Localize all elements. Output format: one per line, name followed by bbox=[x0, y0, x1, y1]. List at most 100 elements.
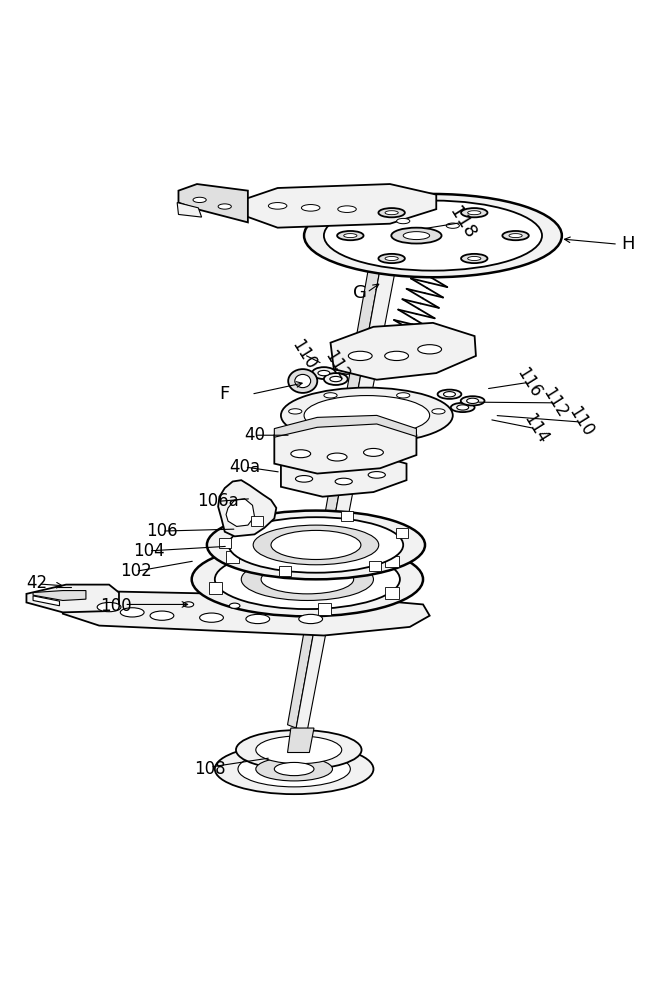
Ellipse shape bbox=[271, 530, 361, 559]
Text: 100: 100 bbox=[100, 597, 132, 615]
Ellipse shape bbox=[261, 565, 354, 594]
Ellipse shape bbox=[295, 476, 313, 482]
Ellipse shape bbox=[468, 211, 481, 215]
Ellipse shape bbox=[418, 345, 442, 354]
Ellipse shape bbox=[318, 370, 330, 376]
Polygon shape bbox=[218, 480, 276, 536]
Ellipse shape bbox=[120, 608, 144, 617]
Ellipse shape bbox=[97, 602, 121, 612]
Ellipse shape bbox=[200, 613, 223, 622]
Ellipse shape bbox=[397, 393, 410, 398]
Text: 118: 118 bbox=[446, 203, 479, 242]
Ellipse shape bbox=[238, 751, 350, 787]
Ellipse shape bbox=[229, 603, 240, 608]
Polygon shape bbox=[251, 516, 263, 526]
Ellipse shape bbox=[330, 376, 342, 382]
Ellipse shape bbox=[281, 388, 453, 443]
Text: 102: 102 bbox=[120, 562, 151, 580]
Polygon shape bbox=[369, 561, 381, 571]
Polygon shape bbox=[33, 596, 59, 606]
Polygon shape bbox=[385, 587, 399, 599]
Ellipse shape bbox=[509, 234, 522, 238]
Ellipse shape bbox=[432, 409, 445, 414]
Polygon shape bbox=[288, 728, 314, 753]
Ellipse shape bbox=[253, 525, 379, 565]
Text: 106: 106 bbox=[146, 522, 178, 540]
Ellipse shape bbox=[468, 257, 481, 260]
Ellipse shape bbox=[229, 517, 403, 573]
Ellipse shape bbox=[385, 257, 399, 260]
Ellipse shape bbox=[215, 744, 373, 794]
Polygon shape bbox=[396, 528, 408, 538]
Ellipse shape bbox=[446, 223, 459, 228]
Ellipse shape bbox=[461, 396, 485, 405]
Ellipse shape bbox=[391, 228, 442, 244]
Ellipse shape bbox=[502, 231, 529, 240]
Text: 110: 110 bbox=[564, 404, 596, 440]
Polygon shape bbox=[26, 585, 119, 612]
Ellipse shape bbox=[324, 393, 337, 398]
Text: 40a: 40a bbox=[229, 458, 260, 476]
Ellipse shape bbox=[218, 204, 231, 209]
Ellipse shape bbox=[397, 218, 410, 224]
Ellipse shape bbox=[312, 367, 336, 379]
Ellipse shape bbox=[192, 542, 423, 616]
Ellipse shape bbox=[338, 206, 356, 212]
Ellipse shape bbox=[444, 392, 455, 397]
Text: F: F bbox=[219, 385, 230, 403]
Ellipse shape bbox=[461, 208, 488, 217]
Ellipse shape bbox=[337, 231, 364, 240]
Ellipse shape bbox=[207, 511, 425, 579]
Ellipse shape bbox=[467, 398, 479, 403]
Ellipse shape bbox=[289, 409, 302, 414]
Ellipse shape bbox=[364, 448, 383, 456]
Ellipse shape bbox=[324, 201, 542, 271]
Ellipse shape bbox=[327, 453, 347, 461]
Text: 116: 116 bbox=[513, 364, 545, 401]
Polygon shape bbox=[318, 603, 331, 615]
Polygon shape bbox=[178, 184, 248, 222]
Text: 106a: 106a bbox=[197, 492, 239, 510]
Ellipse shape bbox=[324, 373, 348, 385]
Polygon shape bbox=[226, 551, 239, 563]
Text: 104: 104 bbox=[133, 542, 165, 560]
Text: 114: 114 bbox=[520, 410, 551, 447]
Text: G: G bbox=[354, 284, 367, 302]
Ellipse shape bbox=[335, 478, 352, 485]
Polygon shape bbox=[226, 499, 254, 526]
Text: 108: 108 bbox=[194, 760, 226, 778]
Polygon shape bbox=[274, 415, 416, 437]
Ellipse shape bbox=[236, 730, 362, 770]
Ellipse shape bbox=[183, 602, 194, 607]
Ellipse shape bbox=[461, 254, 488, 263]
Ellipse shape bbox=[438, 390, 461, 399]
Ellipse shape bbox=[241, 558, 373, 600]
Polygon shape bbox=[33, 591, 86, 600]
Ellipse shape bbox=[215, 550, 400, 609]
Polygon shape bbox=[63, 591, 430, 636]
Polygon shape bbox=[281, 454, 407, 497]
Ellipse shape bbox=[291, 450, 311, 458]
Ellipse shape bbox=[385, 211, 399, 215]
Text: 42: 42 bbox=[26, 574, 47, 592]
Ellipse shape bbox=[299, 614, 323, 624]
Ellipse shape bbox=[246, 614, 270, 624]
Polygon shape bbox=[219, 538, 231, 548]
Polygon shape bbox=[209, 582, 222, 594]
Ellipse shape bbox=[457, 405, 469, 410]
Ellipse shape bbox=[193, 197, 206, 203]
Polygon shape bbox=[279, 566, 291, 576]
Text: H: H bbox=[621, 235, 635, 253]
Polygon shape bbox=[245, 184, 436, 228]
Text: 112: 112 bbox=[539, 385, 571, 421]
Ellipse shape bbox=[378, 254, 405, 263]
Polygon shape bbox=[330, 323, 476, 380]
Polygon shape bbox=[288, 259, 381, 728]
Ellipse shape bbox=[288, 369, 317, 393]
Ellipse shape bbox=[378, 208, 405, 217]
Text: 112: 112 bbox=[321, 348, 353, 384]
Ellipse shape bbox=[385, 351, 408, 361]
Ellipse shape bbox=[344, 234, 357, 238]
Ellipse shape bbox=[274, 762, 314, 776]
Ellipse shape bbox=[256, 757, 332, 781]
